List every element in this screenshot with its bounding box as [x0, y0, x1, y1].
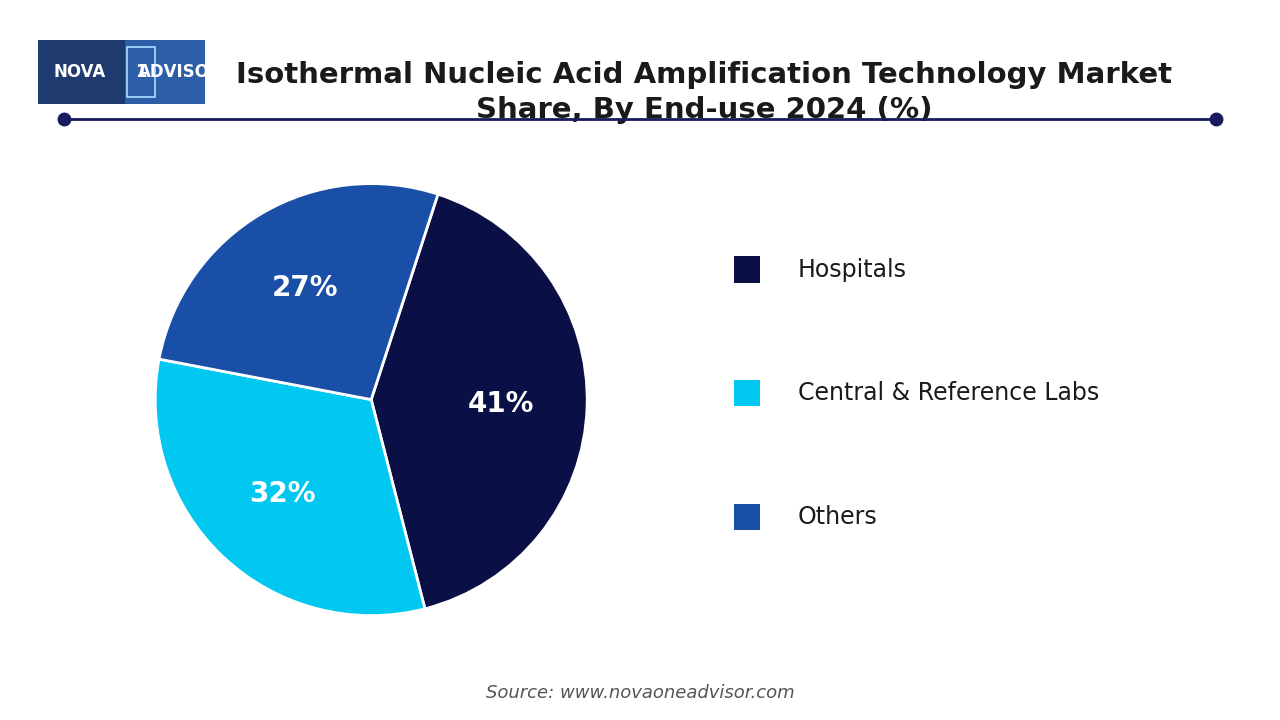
Text: Others: Others — [797, 505, 878, 528]
Text: NOVA: NOVA — [54, 63, 106, 81]
Text: 32%: 32% — [250, 480, 316, 508]
Text: 27%: 27% — [271, 274, 338, 302]
Text: 1: 1 — [134, 63, 146, 81]
Wedge shape — [155, 359, 425, 616]
Wedge shape — [371, 194, 588, 609]
Bar — [127, 48, 155, 96]
Text: ADVISOR: ADVISOR — [138, 63, 223, 81]
Bar — [735, 380, 760, 406]
Text: Central & Reference Labs: Central & Reference Labs — [797, 381, 1100, 405]
Bar — [125, 40, 156, 104]
Bar — [735, 256, 760, 283]
Text: Source: www.novaoneadvisor.com: Source: www.novaoneadvisor.com — [485, 684, 795, 702]
Text: 41%: 41% — [467, 390, 534, 418]
Text: Hospitals: Hospitals — [797, 258, 906, 282]
Bar — [735, 503, 760, 530]
Bar — [156, 40, 205, 104]
Wedge shape — [159, 184, 438, 400]
Text: Isothermal Nucleic Acid Amplification Technology Market
Share, By End-use 2024 (: Isothermal Nucleic Acid Amplification Te… — [236, 61, 1172, 124]
